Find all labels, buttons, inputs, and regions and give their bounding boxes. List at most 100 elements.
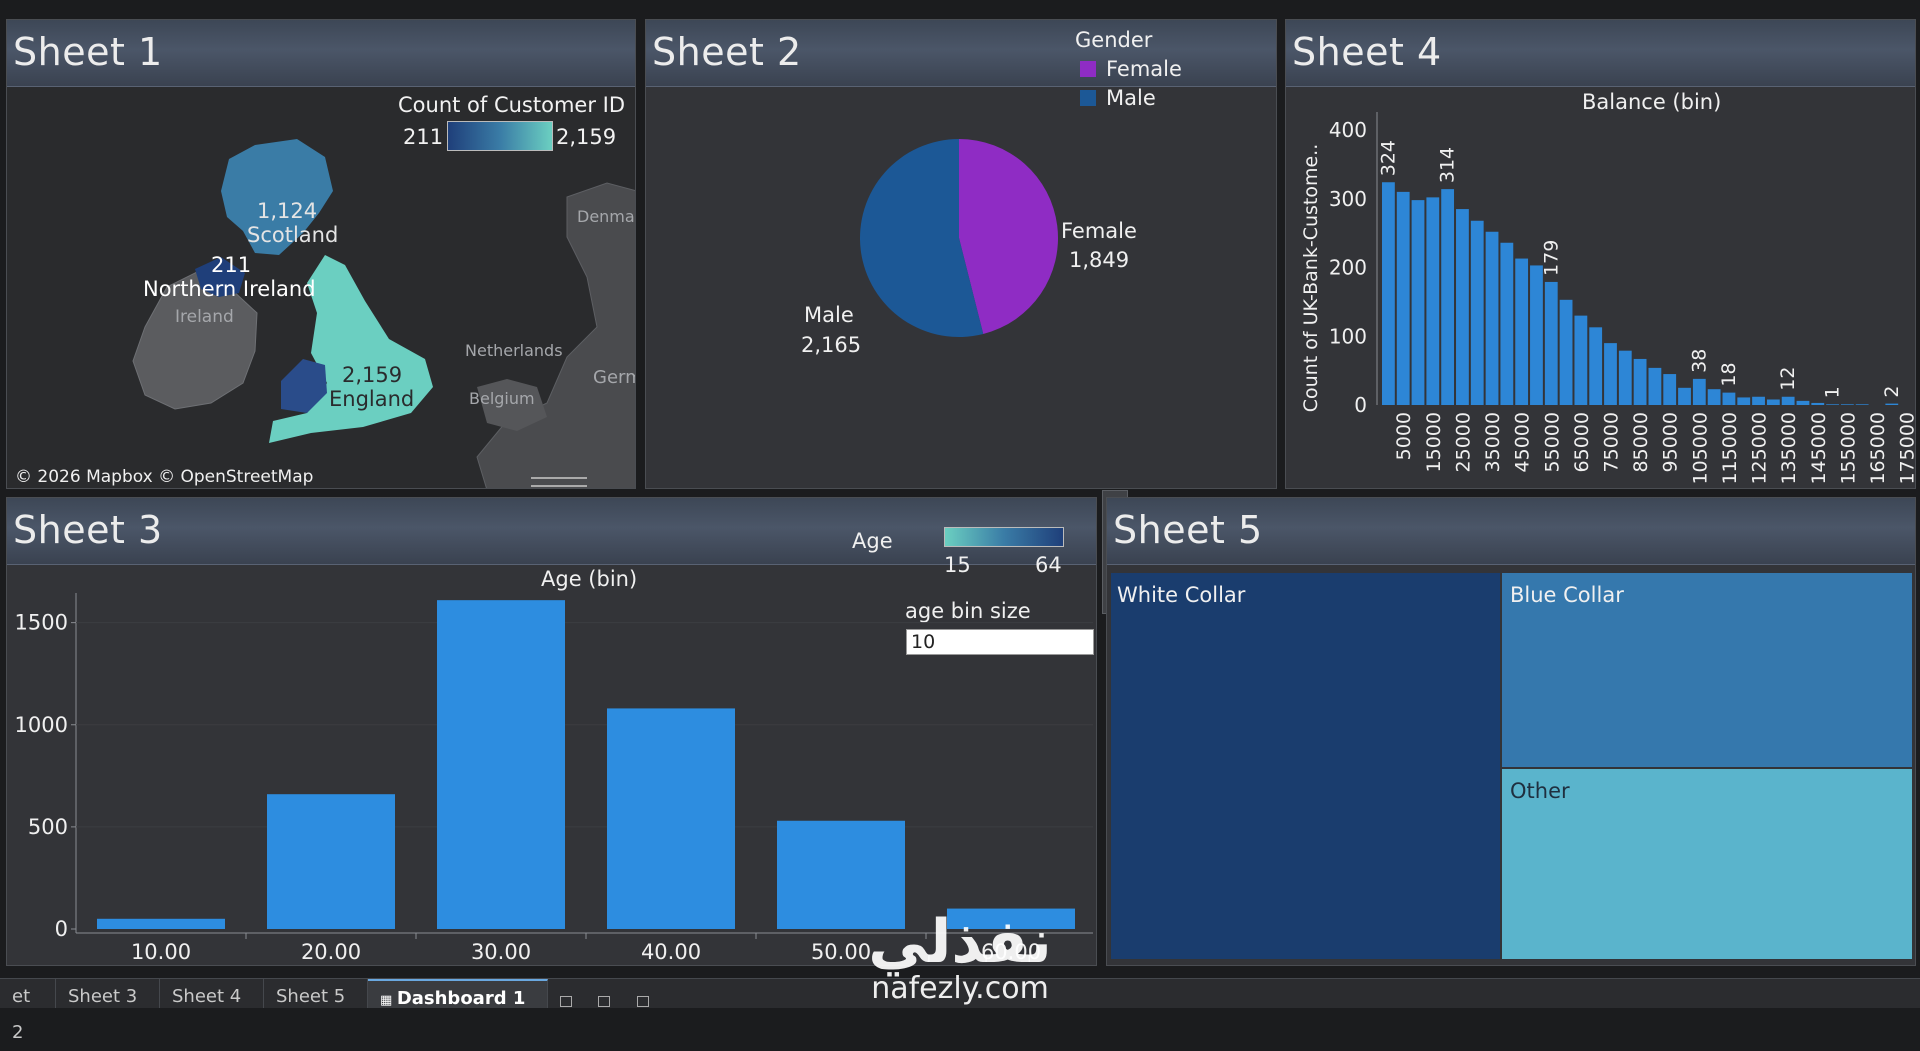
map-legend-gradient (447, 121, 553, 151)
sheet-3-header: Sheet 3 (7, 498, 1096, 565)
new-worksheet-icon[interactable] (560, 996, 572, 1007)
balance-data-label: 38 (1688, 349, 1710, 373)
map-legend-min: 211 (403, 125, 444, 149)
age-bar[interactable] (947, 908, 1075, 929)
watermark-site-text: nafezly.com (871, 971, 1049, 1005)
pie-slice-female[interactable] (959, 139, 1058, 334)
england-value: 2,159 (342, 363, 403, 387)
treemap-cell-blue-collar[interactable]: Blue Collar (1502, 573, 1912, 767)
balance-x-tick-label: 45000 (1512, 412, 1534, 472)
age-bin-size-label: age bin size (905, 599, 1031, 623)
balance-x-tick-label: 95000 (1660, 412, 1682, 472)
balance-bar[interactable] (1737, 397, 1751, 405)
balance-bar[interactable] (1411, 200, 1425, 405)
tab-sheet-4[interactable]: Sheet 4 (160, 979, 264, 1008)
male-legend-swatch (1080, 90, 1096, 106)
balance-bar[interactable] (1604, 343, 1617, 405)
tab-dashboard-1[interactable]: ▦ Dashboard 1 (368, 979, 548, 1009)
balance-y-tick-label: 200 (1329, 256, 1367, 280)
age-bar[interactable] (267, 794, 395, 929)
balance-data-label: 179 (1540, 240, 1562, 276)
sheet-tab-bar: et 2 Sheet 3 Sheet 4 Sheet 5 ▦ Dashboard… (0, 978, 1920, 1043)
northern-ireland-value: 211 (211, 253, 252, 277)
age-bin-size-input[interactable] (906, 629, 1094, 655)
balance-y-tick-label: 0 (1354, 393, 1367, 417)
balance-bar[interactable] (1722, 392, 1736, 405)
tab-sheet-3[interactable]: Sheet 3 (56, 979, 160, 1008)
age-chart-svg[interactable]: 0 500 1000 1500 10.00 20.00 30.00 40.00 50.00 60.… (7, 498, 1097, 966)
balance-bar[interactable] (1633, 358, 1647, 405)
male-legend-label[interactable]: Male (1106, 86, 1156, 110)
balance-bar[interactable] (1648, 367, 1662, 405)
balance-bar[interactable] (1574, 315, 1588, 405)
sheet-4-panel[interactable]: Sheet 4 Balance (bin) 0 100 200 300 400 Count… (1285, 19, 1916, 489)
new-story-icon[interactable] (637, 996, 649, 1007)
balance-bar[interactable] (1456, 209, 1469, 405)
balance-bar[interactable] (1766, 399, 1780, 406)
balance-bar[interactable] (1826, 404, 1839, 405)
balance-bar[interactable] (1382, 182, 1395, 405)
basemap-label-ireland: Ireland (175, 307, 234, 327)
balance-x-tick-label: 15000 (1423, 412, 1445, 472)
balance-bar[interactable] (1840, 404, 1854, 405)
balance-bar[interactable] (1752, 396, 1765, 405)
new-dashboard-icon[interactable] (598, 996, 610, 1007)
age-bar[interactable] (97, 918, 225, 929)
gender-legend-title: Gender (1075, 28, 1153, 52)
balance-data-label: 12 (1777, 367, 1799, 391)
pie-label-female-value: 1,849 (1069, 248, 1130, 272)
age-x-tick-label: 10.00 (131, 940, 191, 964)
sheet-3-panel[interactable]: Sheet 3 Age 15 64 Age (bin) age bin size… (6, 497, 1097, 966)
treemap-cell-white-collar[interactable]: White Collar (1111, 573, 1500, 959)
balance-bar[interactable] (1781, 396, 1795, 405)
balance-chart-svg[interactable]: 0 100 200 300 400 Count of UK-Bank-Custome.. 3… (1286, 20, 1916, 489)
map-scale-handle[interactable] (531, 477, 587, 487)
nafezly-watermark-logo: نفذلي nafezly.com (868, 907, 1052, 1005)
female-legend-label[interactable]: Female (1106, 57, 1182, 81)
balance-bar[interactable] (1678, 387, 1691, 405)
balance-bar[interactable] (1663, 374, 1677, 405)
balance-bar[interactable] (1796, 400, 1810, 405)
tab-sheet-5[interactable]: Sheet 5 (264, 979, 368, 1008)
pie-chart-svg[interactable] (646, 20, 1277, 489)
balance-bar[interactable] (1589, 327, 1603, 405)
age-legend-title: Age (852, 529, 893, 553)
balance-bar[interactable] (1811, 402, 1825, 405)
age-bar[interactable] (607, 708, 735, 929)
map-legend-max: 2,159 (556, 125, 617, 149)
balance-bar[interactable] (1470, 220, 1484, 405)
pie-slice-male[interactable] (859, 139, 984, 337)
treemap-cell-other[interactable]: Other (1502, 769, 1912, 959)
age-y-tick-label: 0 (55, 917, 68, 941)
balance-bar[interactable] (1559, 299, 1573, 405)
sheet-5-panel[interactable]: Sheet 5 White Collar Blue Collar Other (1106, 497, 1916, 966)
balance-bar[interactable] (1885, 403, 1899, 405)
age-x-tick-label: 30.00 (471, 940, 531, 964)
balance-bar[interactable] (1530, 265, 1543, 405)
sheet-2-panel[interactable]: Sheet 2 Gender Female Male Female 1,849 … (645, 19, 1277, 489)
age-y-tick-label: 500 (28, 815, 68, 839)
balance-bar[interactable] (1485, 231, 1499, 405)
balance-x-tick-label: 25000 (1452, 412, 1474, 472)
wales-shape (281, 359, 327, 413)
balance-bar[interactable] (1396, 191, 1410, 405)
netherlands-shape (477, 379, 547, 431)
sheet-1-panel[interactable]: Sheet 1 Count of Customer ID 211 2,159 1… (6, 19, 636, 489)
balance-bar[interactable] (1544, 281, 1558, 405)
age-bar[interactable] (437, 600, 565, 929)
balance-bar[interactable] (1855, 404, 1869, 405)
balance-bar[interactable] (1618, 350, 1632, 405)
continent-shape (476, 182, 635, 488)
balance-bar[interactable] (1426, 197, 1440, 405)
balance-bar[interactable] (1515, 258, 1529, 405)
age-x-tick-label: 40.00 (641, 940, 701, 964)
balance-bar[interactable] (1707, 389, 1721, 405)
sheet-5-header: Sheet 5 (1107, 498, 1915, 565)
map-canvas[interactable]: Count of Customer ID 211 2,159 1,124 Sco… (7, 87, 635, 488)
age-bar[interactable] (777, 820, 905, 929)
tab-sheet-2[interactable]: et 2 (0, 979, 56, 1043)
scotland-shape (221, 139, 333, 255)
balance-bar[interactable] (1692, 378, 1706, 405)
balance-bar[interactable] (1441, 189, 1455, 405)
balance-bar[interactable] (1500, 242, 1514, 405)
